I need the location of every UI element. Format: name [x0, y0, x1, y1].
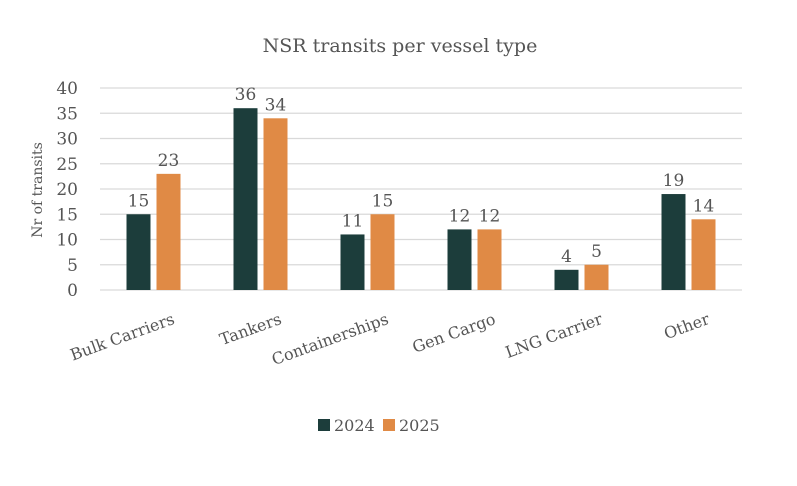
- legend-swatch: [318, 419, 330, 431]
- data-label: 12: [449, 206, 471, 226]
- x-tick-label: LNG Carrier: [503, 309, 605, 362]
- x-tick-label: Other: [661, 309, 712, 343]
- data-label: 5: [591, 242, 602, 262]
- bar-2025-tankers: [263, 118, 288, 290]
- legend: 2024 2025: [318, 416, 440, 435]
- data-label: 19: [663, 171, 685, 191]
- y-tick-label: 20: [56, 180, 78, 200]
- chart-title: NSR transits per vessel type: [263, 35, 538, 57]
- data-label: 34: [265, 95, 287, 115]
- data-label: 15: [372, 191, 394, 211]
- bar-2025-other: [691, 219, 716, 290]
- legend-label: 2025: [399, 416, 440, 435]
- x-tick-label: Bulk Carriers: [68, 309, 177, 364]
- legend-swatch: [383, 419, 395, 431]
- bar-2024-tankers: [233, 108, 258, 290]
- data-label: 14: [693, 196, 715, 216]
- data-label: 12: [479, 206, 501, 226]
- y-tick-label: 35: [56, 104, 78, 124]
- bar-2024-containerships: [340, 234, 365, 290]
- bar-2024-gen-cargo: [447, 229, 472, 290]
- bar-2025-bulk-carriers: [156, 173, 181, 290]
- data-label: 36: [235, 85, 257, 105]
- y-tick-label: 40: [56, 79, 78, 99]
- y-tick-label: 15: [56, 205, 78, 225]
- y-tick-label: 0: [67, 281, 78, 301]
- data-label: 11: [342, 211, 364, 231]
- data-label: 23: [158, 151, 180, 171]
- x-tick-label: Containerships: [269, 309, 391, 369]
- bar-2024-bulk-carriers: [126, 214, 151, 290]
- data-label: 15: [128, 191, 150, 211]
- y-tick-label: 30: [56, 130, 78, 150]
- y-axis-label: Nr of transits: [30, 142, 46, 238]
- x-tick-label: Gen Cargo: [410, 309, 498, 357]
- bar-2024-other: [661, 194, 686, 290]
- bar-2025-containerships: [370, 214, 395, 290]
- legend-label: 2024: [334, 416, 375, 435]
- bar-2025-gen-cargo: [477, 229, 502, 290]
- x-tick-label: Tankers: [217, 309, 284, 349]
- bar-2025-lng-carrier: [584, 264, 609, 290]
- y-tick-label: 25: [56, 155, 78, 175]
- data-label: 4: [561, 247, 572, 267]
- y-tick-label: 5: [67, 256, 78, 276]
- bar-2024-lng-carrier: [554, 269, 579, 290]
- y-tick-label: 10: [56, 231, 78, 251]
